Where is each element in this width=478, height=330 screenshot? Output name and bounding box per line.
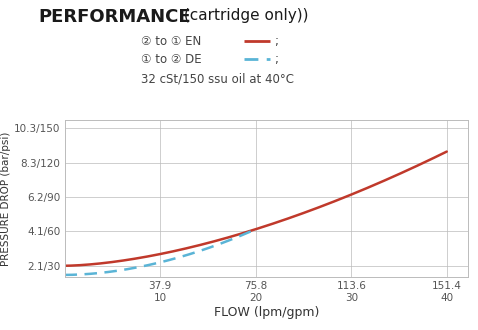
Text: ① to ② DE: ① to ② DE <box>141 53 206 66</box>
Y-axis label: PRESSURE DROP (bar/psi): PRESSURE DROP (bar/psi) <box>1 132 11 266</box>
Text: 32 cSt/150 ssu oil at 40°C: 32 cSt/150 ssu oil at 40°C <box>141 72 294 85</box>
Text: PERFORMANCE: PERFORMANCE <box>38 8 191 26</box>
Text: ;: ; <box>274 53 278 66</box>
Text: ;: ; <box>274 35 278 48</box>
Text: (cartridge only)): (cartridge only)) <box>179 8 309 23</box>
Text: ② to ① EN: ② to ① EN <box>141 35 205 48</box>
X-axis label: FLOW (lpm/gpm): FLOW (lpm/gpm) <box>214 306 319 319</box>
